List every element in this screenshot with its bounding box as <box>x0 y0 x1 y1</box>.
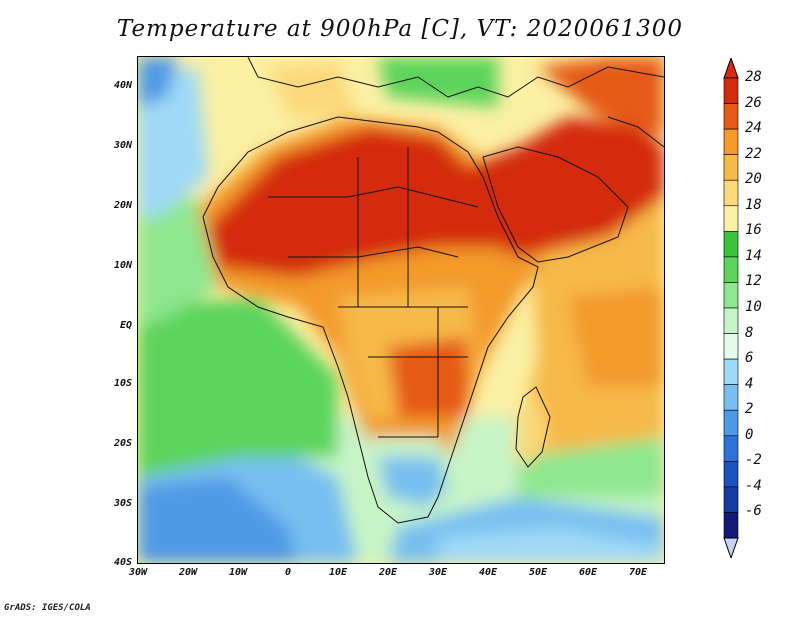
colorbar-label: 10 <box>745 299 762 315</box>
colorbar-label: 4 <box>745 375 754 392</box>
lat-tick-EQ: EQ <box>119 320 132 331</box>
colorbar-segment <box>723 205 739 232</box>
colorbar-segment <box>723 486 739 513</box>
lat-tick-40N: 40N <box>113 80 132 91</box>
colorbar-segment <box>723 512 739 539</box>
lat-tick-20N: 20N <box>113 200 132 211</box>
lon-tick-50E: 50E <box>528 567 548 578</box>
colorbar-segment <box>723 128 739 155</box>
lon-tick-30W: 30W <box>128 567 148 578</box>
colorbar-label: 6 <box>745 350 754 367</box>
colorbar-segment <box>723 282 739 309</box>
plot-title: Temperature at 900hPa [C], VT: 202006130… <box>116 16 684 42</box>
lat-tick-20S: 20S <box>113 438 132 449</box>
lon-tick-0: 0 <box>284 567 292 578</box>
colorbar-label: 12 <box>745 273 762 290</box>
colorbar-label: 14 <box>745 247 762 264</box>
colorbar-segment <box>723 333 739 360</box>
lon-tick-10W: 10W <box>228 567 248 578</box>
colorbar-segment <box>723 103 739 130</box>
lon-tick-30E: 30E <box>428 567 448 578</box>
colorbar-segment <box>723 231 739 258</box>
lat-tick-40S: 40S <box>113 557 132 568</box>
colorbar-label: 26 <box>745 94 762 111</box>
colorbar-label: 20 <box>745 171 762 188</box>
lon-tick-20W: 20W <box>178 567 198 578</box>
colorbar-segment <box>723 307 739 334</box>
colorbar-segment <box>723 179 739 207</box>
colorbar-label: 28 <box>745 69 762 85</box>
lon-tick-60E: 60E <box>578 567 598 578</box>
map-canvas <box>138 57 664 563</box>
colorbar-segment <box>723 461 739 488</box>
colorbar-segment <box>723 77 739 104</box>
colorbar <box>723 58 739 558</box>
colorbar-label: 18 <box>745 196 762 213</box>
footer-credit: GrADS: IGES/COLA <box>4 603 91 613</box>
colorbar-label: 24 <box>745 120 762 137</box>
colorbar-tip-bottom <box>723 537 739 558</box>
lat-tick-30S: 30S <box>113 498 132 509</box>
colorbar-segment <box>723 435 739 462</box>
colorbar-label: 0 <box>745 426 754 443</box>
colorbar-segment <box>723 358 739 385</box>
colorbar-tip-top <box>723 58 739 79</box>
lat-tick-10S: 10S <box>113 378 132 389</box>
colorbar-label: 8 <box>745 324 754 341</box>
colorbar-label: 2 <box>745 401 754 418</box>
colorbar-label: -2 <box>745 452 762 469</box>
temperature-map <box>137 56 665 564</box>
colorbar-label: -6 <box>745 503 762 520</box>
lon-tick-40E: 40E <box>478 567 498 578</box>
lat-tick-10N: 10N <box>113 260 132 271</box>
colorbar-label: 16 <box>745 222 762 239</box>
colorbar-segment <box>723 409 739 437</box>
colorbar-segment <box>723 384 739 411</box>
lat-tick-30N: 30N <box>113 140 132 151</box>
coastlines <box>202 57 664 524</box>
lon-tick-70E: 70E <box>628 567 648 578</box>
colorbar-segment <box>723 154 739 181</box>
colorbar-label: -4 <box>745 477 762 494</box>
lon-tick-20E: 20E <box>378 567 398 578</box>
colorbar-label: 22 <box>745 145 762 162</box>
lon-tick-10E: 10E <box>328 567 348 578</box>
colorbar-segment <box>723 256 739 283</box>
temperature-field <box>138 57 664 563</box>
